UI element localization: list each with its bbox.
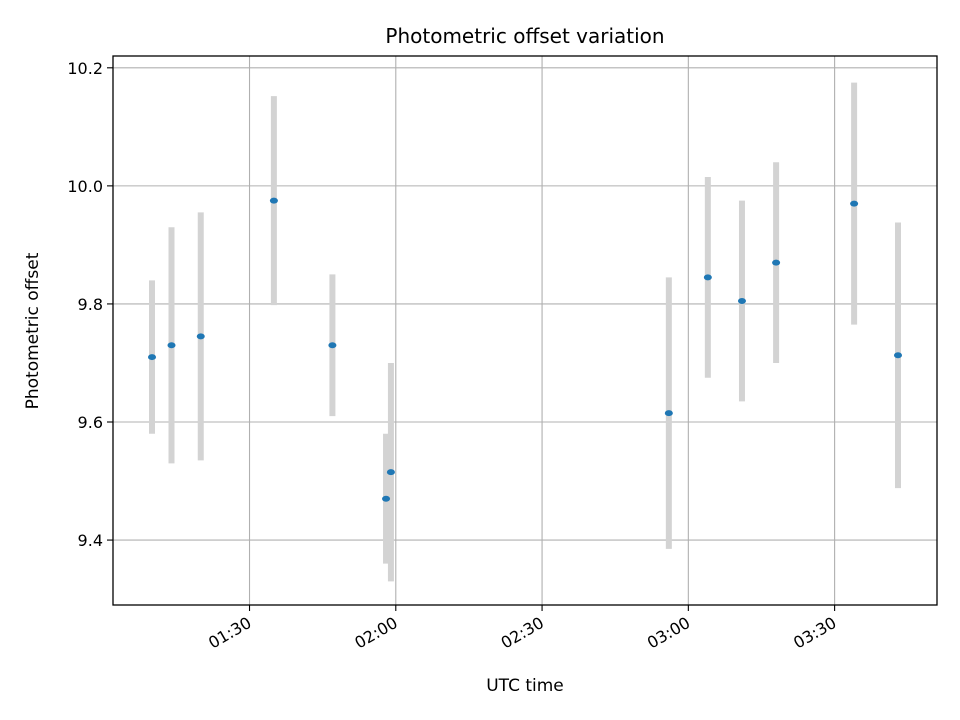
y-tick-label: 9.4 — [78, 531, 103, 550]
data-point — [664, 410, 673, 417]
plot-frame — [112, 55, 938, 606]
data-point — [382, 495, 391, 502]
y-tick-label: 10.0 — [67, 177, 103, 196]
y-tick-label: 9.6 — [78, 413, 103, 432]
data-points — [148, 197, 902, 502]
data-point — [703, 274, 712, 281]
data-point — [737, 297, 746, 304]
chart-title: Photometric offset variation — [385, 24, 664, 48]
data-point — [328, 342, 337, 349]
data-point — [167, 342, 176, 349]
data-point — [386, 469, 395, 476]
data-point — [772, 259, 781, 266]
y-tick-label: 10.2 — [67, 59, 103, 78]
data-point — [850, 200, 859, 207]
data-point — [196, 333, 205, 340]
grid — [113, 56, 937, 605]
data-point — [269, 197, 278, 204]
data-point — [148, 354, 157, 361]
y-axis-ticks: 9.4 9.6 9.8 10.0 10.2 — [67, 59, 113, 550]
y-axis-label: Photometric offset — [23, 252, 43, 409]
y-tick-label: 9.8 — [78, 295, 103, 314]
x-axis-label: UTC time — [486, 676, 564, 696]
data-point — [893, 352, 902, 359]
